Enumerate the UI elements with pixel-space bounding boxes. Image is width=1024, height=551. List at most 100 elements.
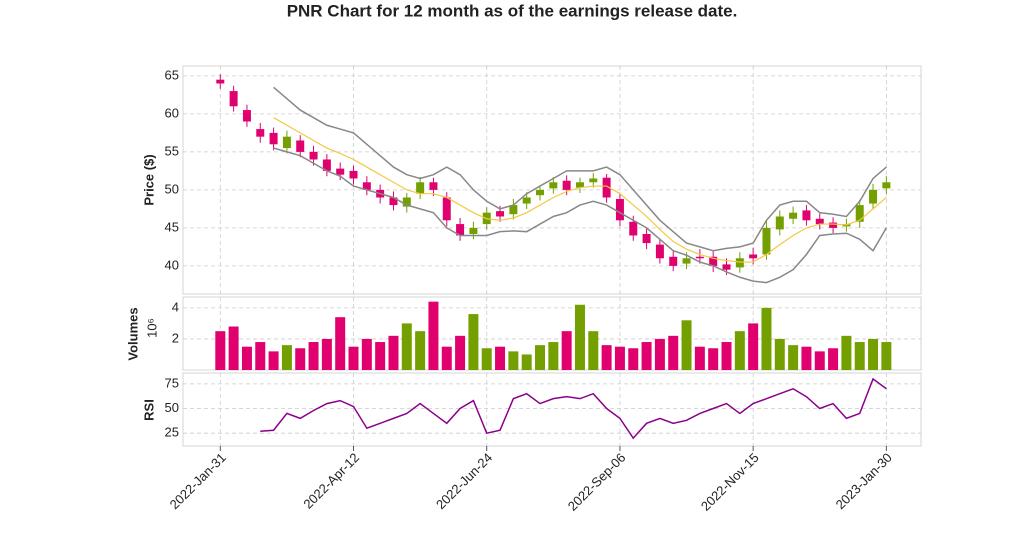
- candle-body: [402, 197, 411, 207]
- volume-bar: [455, 335, 466, 370]
- y-tick-label: 4: [172, 299, 179, 314]
- candle-body: [629, 221, 638, 236]
- volume-bar: [255, 342, 266, 370]
- volume-bar: [788, 345, 799, 370]
- candle-body: [829, 222, 838, 228]
- volume-bar: [614, 346, 625, 370]
- candle-body: [775, 216, 784, 230]
- y-tick-label: 60: [165, 105, 179, 120]
- volume-bar: [681, 320, 692, 370]
- volume-bar: [828, 348, 839, 370]
- candle-body: [389, 197, 398, 206]
- candle-body: [349, 170, 358, 179]
- candle-body: [655, 244, 664, 259]
- volume-bar: [881, 342, 892, 370]
- candle-body: [309, 151, 318, 160]
- candle-body: [709, 256, 718, 266]
- candle-body: [575, 182, 584, 188]
- candle-body: [869, 189, 878, 204]
- volume-bar: [388, 335, 399, 370]
- volume-bar: [241, 346, 252, 370]
- volume-bar: [468, 314, 479, 370]
- volume-bar: [668, 335, 679, 370]
- volume-bar: [854, 342, 865, 370]
- candle-body: [802, 210, 811, 221]
- volume-bar: [708, 348, 719, 370]
- panel-frame: [182, 65, 922, 295]
- moving-average-line: [273, 117, 887, 263]
- volume-bar: [361, 338, 372, 370]
- volume-bar: [428, 301, 439, 370]
- candle-body: [469, 227, 478, 234]
- candle-body: [522, 197, 531, 204]
- volume-axis-label: Volumes: [125, 307, 140, 360]
- candle-body: [496, 211, 505, 217]
- y-tick-label: 50: [165, 181, 179, 196]
- candle-body: [549, 182, 558, 189]
- candle-body: [242, 110, 251, 122]
- candle-body: [256, 129, 265, 137]
- candle-body: [336, 168, 345, 175]
- bollinger-upper-line: [273, 86, 887, 252]
- candle-body: [749, 254, 758, 259]
- x-tick-label: 2022-Apr-12: [300, 450, 362, 512]
- y-tick-label: 55: [165, 143, 179, 158]
- volume-bar: [268, 351, 279, 370]
- candle-body: [416, 182, 425, 194]
- volume-bar: [535, 345, 546, 370]
- volume-bar: [481, 348, 492, 370]
- candle-body: [282, 136, 291, 149]
- rsi-line: [260, 377, 887, 440]
- volume-bar: [321, 338, 332, 370]
- volume-bar: [375, 342, 386, 370]
- volume-bar: [748, 323, 759, 370]
- volume-bar: [295, 348, 306, 370]
- candle-body: [815, 218, 824, 225]
- candle-body: [682, 258, 691, 264]
- volume-bar: [588, 331, 599, 370]
- volume-bar: [734, 331, 745, 370]
- y-tick-label: 25: [165, 425, 179, 440]
- volume-bar: [228, 326, 239, 370]
- y-tick-label: 40: [165, 257, 179, 272]
- volume-bar: [801, 346, 812, 370]
- candle-body: [509, 205, 518, 215]
- volume-bar: [841, 335, 852, 370]
- candle-body: [442, 197, 451, 221]
- candle-body: [882, 182, 891, 189]
- candle-body: [269, 132, 278, 145]
- candle-body: [216, 79, 225, 84]
- volume-bar: [335, 317, 346, 370]
- volume-bar: [628, 348, 639, 370]
- y-tick-label: 75: [165, 375, 179, 390]
- candle-body: [429, 182, 438, 190]
- volume-bar: [521, 354, 532, 370]
- volume-bar: [721, 342, 732, 370]
- x-tick-label: 2022-Jun-24: [433, 450, 495, 512]
- candle-body: [762, 227, 771, 255]
- candle-body: [695, 256, 704, 259]
- candle-body: [615, 199, 624, 221]
- bollinger-lower-line: [273, 147, 888, 284]
- volume-bar: [868, 338, 879, 370]
- volume-bar: [774, 338, 785, 370]
- volume-bar: [548, 342, 559, 370]
- x-tick-label: 2022-Sep-06: [565, 450, 629, 514]
- volume-bar: [415, 331, 426, 370]
- y-tick-label: 65: [165, 67, 179, 82]
- volume-bar: [401, 323, 412, 370]
- candle-body: [735, 258, 744, 268]
- y-tick-label: 45: [165, 219, 179, 234]
- volume-bar: [814, 351, 825, 370]
- volume-bar: [281, 345, 292, 370]
- panel-frame: [182, 372, 922, 447]
- volume-bar: [348, 346, 359, 370]
- y-tick-label: 2: [172, 330, 179, 345]
- candle-body: [642, 233, 651, 244]
- y-tick-label: 50: [165, 400, 179, 415]
- candle-body: [322, 159, 331, 171]
- volume-bar: [308, 342, 319, 370]
- candle-body: [229, 91, 238, 107]
- candle-body: [362, 182, 371, 190]
